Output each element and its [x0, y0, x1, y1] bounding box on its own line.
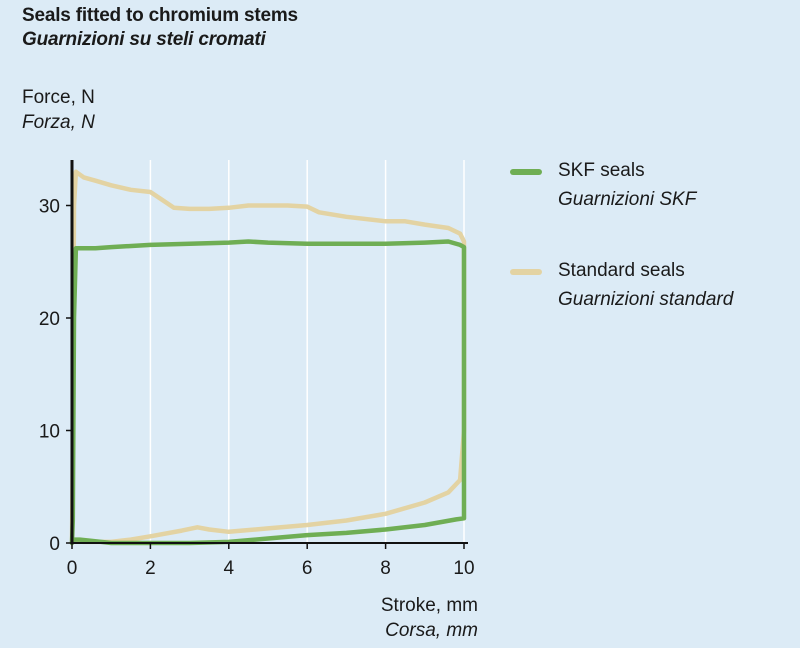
legend-text-standard: Standard seals Guarnizioni standard: [558, 256, 733, 314]
x-tick-label-10: 10: [453, 558, 474, 579]
x-tick-label-6: 6: [302, 558, 313, 579]
y-tick-label-30: 30: [39, 197, 60, 218]
legend-swatch-standard: [510, 269, 542, 275]
series-line-standard: [69, 169, 467, 546]
series-line-skf: [69, 239, 467, 546]
x-axis-label-it: Corsa, mm: [385, 620, 478, 641]
x-axis-label-en: Stroke, mm: [380, 595, 478, 616]
legend-label-standard-it: Guarnizioni standard: [558, 289, 734, 310]
legend-text-skf: SKF seals Guarnizioni SKF: [558, 156, 696, 214]
chart-subtitle: Guarnizioni su steli cromati: [22, 29, 266, 50]
y-axis-label: Force, N Forza, N: [22, 85, 95, 135]
chart-title-block: Seals fitted to chromium stems Guarnizio…: [22, 4, 298, 52]
y-tick-label-10: 10: [39, 422, 60, 443]
legend-label-skf-it: Guarnizioni SKF: [558, 189, 697, 210]
x-tick-label-8: 8: [380, 558, 391, 579]
y-axis-label-it: Forza, N: [22, 112, 95, 133]
y-tick-label-20: 20: [39, 309, 60, 330]
legend-swatch-skf: [510, 169, 542, 175]
x-tick-label-4: 4: [224, 558, 235, 579]
legend-label-standard: Standard seals: [558, 260, 685, 281]
y-tick-label-0: 0: [49, 534, 60, 555]
x-tick-label-2: 2: [145, 558, 156, 579]
x-axis-label: Stroke, mm Corsa, mm: [381, 593, 478, 643]
y-axis-label-en: Force, N: [22, 87, 95, 108]
legend-label-skf: SKF seals: [558, 160, 645, 181]
x-tick-label-0: 0: [67, 558, 78, 579]
chart-title: Seals fitted to chromium stems: [22, 5, 298, 26]
